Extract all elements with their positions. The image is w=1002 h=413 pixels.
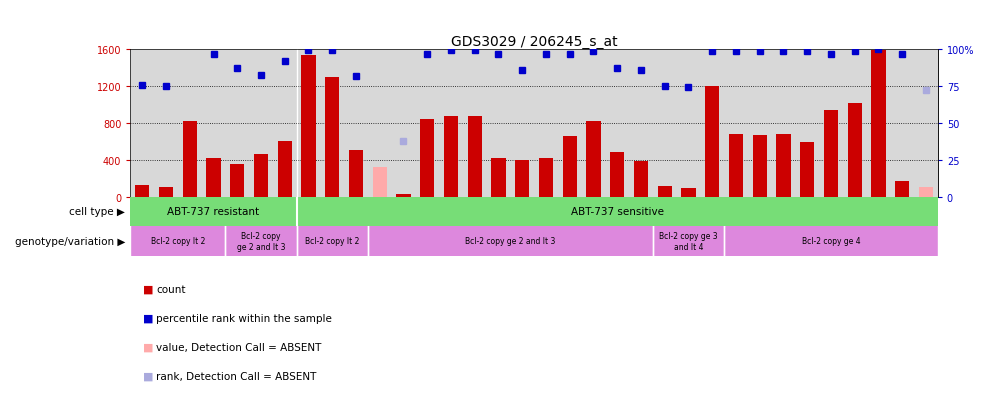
Bar <box>325 78 339 197</box>
Bar <box>130 197 297 227</box>
Bar <box>297 227 368 256</box>
Text: ■: ■ <box>143 342 153 352</box>
Bar <box>301 56 316 197</box>
Bar <box>491 158 505 197</box>
Bar <box>225 227 297 256</box>
Bar <box>130 227 225 256</box>
Bar <box>680 189 695 197</box>
Bar <box>444 117 458 197</box>
Text: ABT-737 sensitive: ABT-737 sensitive <box>570 207 663 217</box>
Bar <box>871 50 885 197</box>
Bar <box>657 186 671 197</box>
Bar <box>894 182 909 197</box>
Bar <box>538 158 552 197</box>
Text: Bcl-2 copy lt 2: Bcl-2 copy lt 2 <box>305 237 359 246</box>
Bar <box>728 134 742 197</box>
Bar <box>586 121 600 197</box>
Bar <box>297 197 937 227</box>
Text: cell type ▶: cell type ▶ <box>69 207 125 217</box>
Bar <box>229 165 244 197</box>
Bar <box>515 161 529 197</box>
Text: ■: ■ <box>143 371 153 381</box>
Bar <box>135 185 149 197</box>
Bar <box>396 194 410 197</box>
Text: Bcl-2 copy ge 2 and lt 3: Bcl-2 copy ge 2 and lt 3 <box>465 237 555 246</box>
Bar <box>368 227 652 256</box>
Bar <box>723 227 937 256</box>
Title: GDS3029 / 206245_s_at: GDS3029 / 206245_s_at <box>450 35 617 49</box>
Bar <box>467 117 481 197</box>
Text: Bcl-2 copy lt 2: Bcl-2 copy lt 2 <box>150 237 204 246</box>
Bar <box>918 188 932 197</box>
Text: ABT-737 resistant: ABT-737 resistant <box>167 207 260 217</box>
Bar <box>776 134 790 197</box>
Bar <box>847 104 861 197</box>
Text: ■: ■ <box>143 284 153 294</box>
Bar <box>373 168 387 197</box>
Bar <box>633 162 647 197</box>
Bar <box>562 137 576 197</box>
Bar <box>158 188 173 197</box>
Bar <box>800 142 814 197</box>
Bar <box>349 151 363 197</box>
Bar <box>254 154 268 197</box>
Text: Bcl-2 copy
ge 2 and lt 3: Bcl-2 copy ge 2 and lt 3 <box>236 232 285 251</box>
Text: Bcl-2 copy ge 4: Bcl-2 copy ge 4 <box>801 237 860 246</box>
Bar <box>652 227 723 256</box>
Bar <box>752 135 767 197</box>
Text: count: count <box>156 284 185 294</box>
Bar <box>206 158 220 197</box>
Text: ■: ■ <box>143 313 153 323</box>
Text: Bcl-2 copy ge 3
and lt 4: Bcl-2 copy ge 3 and lt 4 <box>658 232 717 251</box>
Bar <box>420 120 434 197</box>
Text: percentile rank within the sample: percentile rank within the sample <box>156 313 332 323</box>
Text: rank, Detection Call = ABSENT: rank, Detection Call = ABSENT <box>156 371 317 381</box>
Bar <box>704 86 718 197</box>
Bar <box>278 142 292 197</box>
Bar <box>182 121 196 197</box>
Bar <box>823 110 838 197</box>
Text: value, Detection Call = ABSENT: value, Detection Call = ABSENT <box>156 342 322 352</box>
Bar <box>609 153 623 197</box>
Text: genotype/variation ▶: genotype/variation ▶ <box>15 236 125 246</box>
